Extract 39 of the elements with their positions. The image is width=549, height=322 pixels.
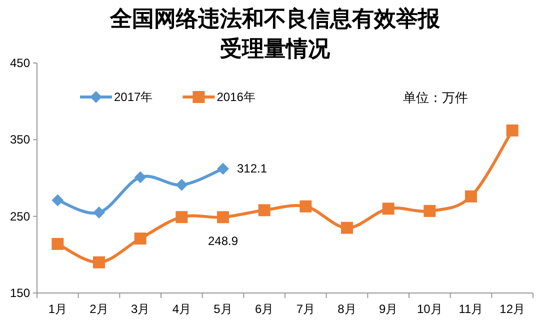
- x-tick-label: 1月: [48, 302, 68, 316]
- point: [424, 204, 436, 217]
- point: [258, 204, 270, 216]
- x-tick-label: 9月: [378, 302, 398, 316]
- x-tick-label: 6月: [254, 302, 274, 316]
- point: [176, 211, 188, 224]
- x-tick-label: 4月: [172, 302, 192, 316]
- point: [52, 238, 64, 250]
- y-tick-label: 350: [10, 132, 30, 147]
- point: [217, 211, 229, 224]
- data-label: 248.9: [208, 234, 238, 248]
- y-tick-label: 150: [10, 286, 30, 300]
- point: [134, 232, 146, 245]
- x-tick-label: 2月: [90, 302, 108, 316]
- data-label: 312.1: [237, 162, 268, 176]
- annotation: 单位：万件: [403, 90, 468, 105]
- point: [52, 194, 64, 206]
- legend-label: 2017年: [114, 90, 153, 104]
- point: [341, 222, 353, 234]
- y-tick-label: 250: [10, 209, 30, 224]
- x-tick-label: 10月: [416, 302, 442, 316]
- legend-label: 2016年: [216, 90, 256, 104]
- point: [300, 200, 312, 212]
- x-tick-label: 5月: [214, 302, 232, 316]
- y-tick-label: 450: [10, 56, 30, 70]
- x-tick-label: 7月: [296, 302, 316, 316]
- point: [506, 124, 518, 136]
- point: [465, 190, 477, 202]
- x-tick-label: 12月: [500, 302, 526, 316]
- x-tick-label: 8月: [338, 302, 356, 316]
- point: [93, 206, 105, 218]
- point: [93, 256, 105, 268]
- point: [382, 202, 394, 215]
- x-tick-label: 11月: [458, 302, 484, 316]
- x-tick-label: 3月: [130, 302, 150, 316]
- point: [134, 171, 146, 184]
- point: [176, 178, 188, 191]
- point: [217, 162, 229, 175]
- chart-title: 全国网络违法和不良信息有效举报受理量情况: [109, 6, 441, 61]
